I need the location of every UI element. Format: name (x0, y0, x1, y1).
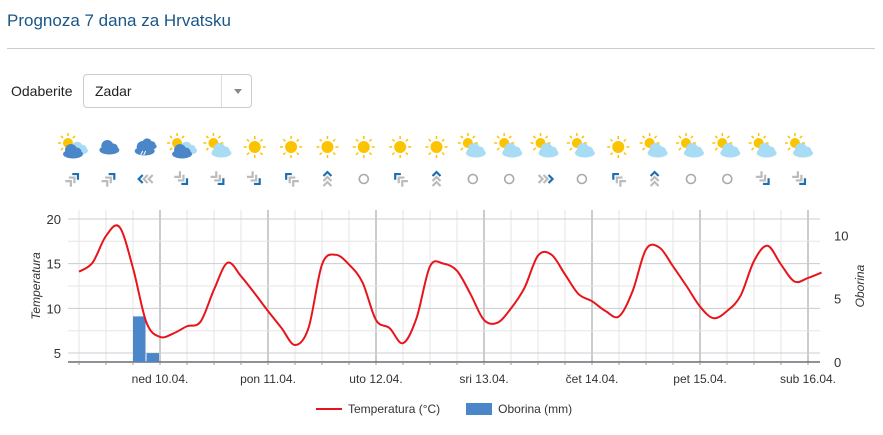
sun-icon (316, 136, 339, 158)
y2-axis-title: Oborina (853, 264, 867, 307)
precipitation-bar (133, 316, 146, 362)
wind-nw-icon (285, 172, 299, 187)
calm-wind-icon (685, 173, 697, 185)
x-tick-label: ned 10.04. (132, 372, 189, 386)
temperature-line (78, 224, 822, 347)
wind-se-icon (792, 171, 807, 186)
calm-wind-icon (467, 173, 479, 185)
partly-cloudy-icon (566, 133, 595, 158)
sun-icon (243, 136, 266, 158)
wind-ne-icon (101, 172, 116, 187)
chevron-down-icon[interactable] (234, 89, 242, 94)
legend-temperature[interactable]: Temperatura (°C) (348, 402, 441, 416)
precipitation-bar (146, 353, 159, 362)
y-tick-label: 20 (47, 212, 61, 227)
y-axis-title: Temperatura (29, 252, 43, 320)
partly-cloudy-dark-icon (58, 133, 88, 159)
x-tick-label: pet 15.04. (673, 372, 726, 386)
city-select[interactable]: Zadar (83, 74, 252, 108)
calm-wind-icon (503, 173, 515, 185)
wind-nw-icon (612, 172, 627, 187)
partly-cloudy-icon (494, 133, 523, 158)
y-tick-label: 10 (47, 301, 61, 316)
city-select-label: Odaberite (11, 83, 73, 99)
x-tick-label: sub 16.04. (780, 372, 836, 386)
legend-temperature-swatch[interactable] (316, 408, 342, 410)
page-title: Prognoza 7 dana za Hrvatsku (7, 11, 231, 30)
partly-cloudy-icon (712, 133, 741, 158)
sun-icon (607, 136, 630, 158)
wind-ne-icon (65, 172, 80, 187)
wind-n-icon (431, 170, 442, 187)
chart-legend: Temperatura (°C) Oborina (mm) (316, 402, 572, 416)
wind-se-icon (174, 171, 189, 186)
partly-cloudy-icon (457, 133, 486, 158)
legend-precipitation[interactable]: Oborina (mm) (498, 402, 573, 416)
partly-cloudy-icon (748, 133, 777, 158)
wind-w-icon (137, 174, 154, 184)
y2-tick-label: 0 (834, 355, 841, 370)
divider (7, 48, 875, 49)
partly-cloudy-icon (785, 133, 813, 158)
forecast-chart: 5 10 15 20 0 5 10 ned 10.04. pon 11.04. uto 12.04… (29, 210, 867, 386)
partly-cloudy-dark-icon (167, 133, 198, 159)
city-select-value: Zadar (95, 83, 132, 99)
thunderstorm-icon (134, 138, 157, 156)
legend-precipitation-swatch[interactable] (466, 403, 493, 415)
wind-se-icon (246, 171, 261, 186)
wind-se-icon (755, 171, 770, 186)
y2-tick-label: 10 (834, 228, 848, 243)
x-tick-label: uto 12.04. (349, 372, 402, 386)
wind-se-icon (210, 171, 225, 186)
wind-e-icon (537, 174, 555, 184)
wind-n-icon (322, 170, 333, 187)
select-separator (221, 75, 222, 107)
y-tick-label: 5 (54, 346, 61, 361)
sun-icon (352, 136, 375, 158)
calm-wind-icon (358, 173, 370, 185)
x-tick-label: čet 14.04. (566, 372, 619, 386)
partly-cloudy-icon (639, 133, 668, 158)
partly-cloudy-icon (675, 133, 704, 158)
y2-tick-label: 5 (834, 292, 841, 307)
x-tick-label: sri 13.04. (459, 372, 508, 386)
partly-cloudy-icon (530, 133, 559, 158)
calm-wind-icon (576, 173, 588, 185)
calm-wind-icon (721, 173, 733, 185)
forecast-icons-row (58, 133, 813, 187)
sun-icon (389, 136, 412, 158)
cloud-icon (99, 140, 120, 155)
x-tick-label: pon 11.04. (240, 372, 296, 386)
wind-n-icon (649, 170, 660, 187)
sun-icon (280, 136, 303, 158)
partly-cloudy-icon (203, 133, 232, 158)
wind-nw-icon (394, 172, 408, 187)
y-tick-label: 15 (47, 257, 61, 272)
sun-icon (425, 136, 448, 158)
